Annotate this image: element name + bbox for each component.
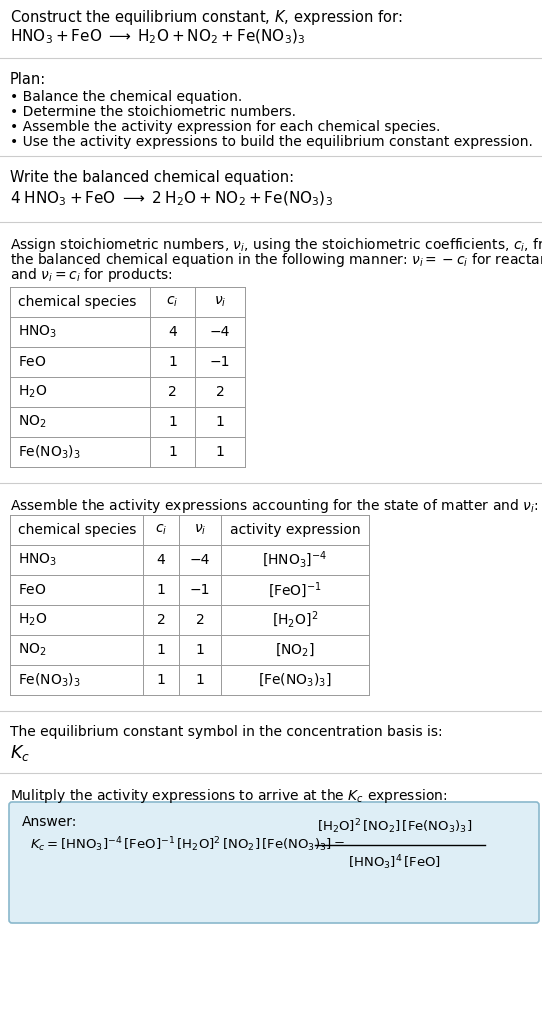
Text: $\mathrm{Fe(NO_3)_3}$: $\mathrm{Fe(NO_3)_3}$ — [18, 671, 81, 689]
Text: • Use the activity expressions to build the equilibrium constant expression.: • Use the activity expressions to build … — [10, 135, 533, 149]
Text: $\mathrm{FeO}$: $\mathrm{FeO}$ — [18, 355, 47, 369]
Text: and $\nu_i = c_i$ for products:: and $\nu_i = c_i$ for products: — [10, 266, 173, 284]
Text: 1: 1 — [196, 673, 204, 687]
FancyBboxPatch shape — [9, 802, 539, 923]
Text: 2: 2 — [196, 613, 204, 627]
Text: Assemble the activity expressions accounting for the state of matter and $\nu_i$: Assemble the activity expressions accoun… — [10, 497, 538, 515]
Text: $c_i$: $c_i$ — [166, 295, 179, 309]
Text: The equilibrium constant symbol in the concentration basis is:: The equilibrium constant symbol in the c… — [10, 725, 443, 739]
Text: 1: 1 — [168, 415, 177, 429]
Text: $[\mathrm{Fe(NO_3)_3}]$: $[\mathrm{Fe(NO_3)_3}]$ — [258, 671, 332, 689]
Text: 2: 2 — [157, 613, 165, 627]
Text: • Determine the stoichiometric numbers.: • Determine the stoichiometric numbers. — [10, 105, 296, 119]
Text: $\mathrm{HNO_3 + FeO \;\longrightarrow\; H_2O + NO_2 + Fe(NO_3)_3}$: $\mathrm{HNO_3 + FeO \;\longrightarrow\;… — [10, 28, 305, 47]
Text: $c_i$: $c_i$ — [155, 523, 167, 537]
Text: $[\mathrm{H_2O}]^{2}$: $[\mathrm{H_2O}]^{2}$ — [272, 610, 318, 631]
Text: 1: 1 — [157, 583, 165, 597]
Text: $\mathrm{4\; HNO_3 + FeO \;\longrightarrow\; 2\; H_2O + NO_2 + Fe(NO_3)_3}$: $\mathrm{4\; HNO_3 + FeO \;\longrightarr… — [10, 190, 333, 208]
Text: $\mathrm{H_2O}$: $\mathrm{H_2O}$ — [18, 383, 47, 401]
Text: 4: 4 — [168, 325, 177, 339]
Text: −4: −4 — [210, 325, 230, 339]
Text: chemical species: chemical species — [18, 523, 137, 537]
Text: 1: 1 — [216, 415, 224, 429]
Text: the balanced chemical equation in the following manner: $\nu_i = -c_i$ for react: the balanced chemical equation in the fo… — [10, 251, 542, 270]
Text: −1: −1 — [210, 355, 230, 369]
Text: Plan:: Plan: — [10, 72, 46, 87]
Text: • Assemble the activity expression for each chemical species.: • Assemble the activity expression for e… — [10, 120, 440, 134]
Text: $\nu_i$: $\nu_i$ — [194, 523, 206, 537]
Text: $[\mathrm{FeO}]^{-1}$: $[\mathrm{FeO}]^{-1}$ — [268, 580, 322, 600]
Text: $[\mathrm{NO_2}]$: $[\mathrm{NO_2}]$ — [275, 642, 315, 658]
Text: $\mathrm{NO_2}$: $\mathrm{NO_2}$ — [18, 642, 47, 658]
Text: −4: −4 — [190, 553, 210, 567]
Text: 1: 1 — [157, 673, 165, 687]
Text: 4: 4 — [157, 553, 165, 567]
Text: chemical species: chemical species — [18, 295, 137, 309]
Text: $K_c$: $K_c$ — [10, 743, 30, 763]
Text: $[\mathrm{HNO_3}]^{4}\,[\mathrm{FeO}]$: $[\mathrm{HNO_3}]^{4}\,[\mathrm{FeO}]$ — [349, 853, 442, 873]
Text: Mulitply the activity expressions to arrive at the $K_c$ expression:: Mulitply the activity expressions to arr… — [10, 787, 447, 805]
Text: 1: 1 — [168, 355, 177, 369]
Text: Assign stoichiometric numbers, $\nu_i$, using the stoichiometric coefficients, $: Assign stoichiometric numbers, $\nu_i$, … — [10, 236, 542, 254]
Text: $\mathrm{H_2O}$: $\mathrm{H_2O}$ — [18, 612, 47, 629]
Text: $\mathrm{NO_2}$: $\mathrm{NO_2}$ — [18, 414, 47, 430]
Text: $\nu_i$: $\nu_i$ — [214, 295, 226, 309]
Text: 1: 1 — [157, 643, 165, 657]
Text: $K_c = [\mathrm{HNO_3}]^{-4}\,[\mathrm{FeO}]^{-1}\,[\mathrm{H_2O}]^{2}\,[\mathrm: $K_c = [\mathrm{HNO_3}]^{-4}\,[\mathrm{F… — [30, 836, 345, 854]
Text: $\mathrm{HNO_3}$: $\mathrm{HNO_3}$ — [18, 552, 57, 569]
Text: activity expression: activity expression — [230, 523, 360, 537]
Text: 1: 1 — [216, 445, 224, 459]
Text: −1: −1 — [190, 583, 210, 597]
Text: $\mathrm{HNO_3}$: $\mathrm{HNO_3}$ — [18, 323, 57, 341]
Text: Construct the equilibrium constant, $K$, expression for:: Construct the equilibrium constant, $K$,… — [10, 8, 403, 27]
Text: 1: 1 — [196, 643, 204, 657]
Text: Write the balanced chemical equation:: Write the balanced chemical equation: — [10, 170, 294, 185]
Text: • Balance the chemical equation.: • Balance the chemical equation. — [10, 89, 242, 104]
Text: $[\mathrm{HNO_3}]^{-4}$: $[\mathrm{HNO_3}]^{-4}$ — [262, 550, 327, 571]
Text: $\mathrm{Fe(NO_3)_3}$: $\mathrm{Fe(NO_3)_3}$ — [18, 443, 81, 461]
Text: 1: 1 — [168, 445, 177, 459]
Text: $\mathrm{FeO}$: $\mathrm{FeO}$ — [18, 583, 47, 597]
Text: Answer:: Answer: — [22, 815, 78, 829]
Text: 2: 2 — [168, 385, 177, 399]
Text: $[\mathrm{H_2O}]^{2}\,[\mathrm{NO_2}]\,[\mathrm{Fe(NO_3)_3}]$: $[\mathrm{H_2O}]^{2}\,[\mathrm{NO_2}]\,[… — [317, 818, 473, 836]
Text: 2: 2 — [216, 385, 224, 399]
